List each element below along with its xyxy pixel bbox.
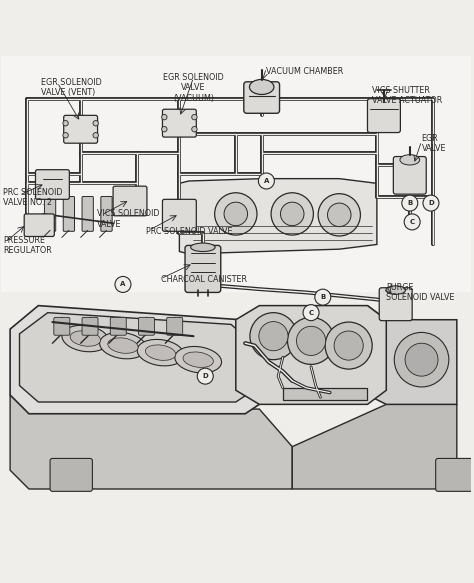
FancyBboxPatch shape bbox=[113, 186, 147, 216]
FancyBboxPatch shape bbox=[367, 99, 401, 132]
Circle shape bbox=[215, 193, 257, 235]
Ellipse shape bbox=[325, 322, 372, 369]
Ellipse shape bbox=[146, 345, 176, 360]
Text: PRESSURE
REGULATOR: PRESSURE REGULATOR bbox=[3, 236, 52, 255]
FancyBboxPatch shape bbox=[82, 196, 93, 231]
Circle shape bbox=[281, 202, 304, 226]
Circle shape bbox=[191, 127, 197, 132]
FancyBboxPatch shape bbox=[110, 317, 126, 335]
Ellipse shape bbox=[191, 243, 215, 251]
Text: EGR SOLENOID
VALVE (VENT): EGR SOLENOID VALVE (VENT) bbox=[41, 78, 101, 97]
Ellipse shape bbox=[288, 317, 335, 364]
Ellipse shape bbox=[334, 331, 363, 360]
Ellipse shape bbox=[183, 352, 213, 367]
Circle shape bbox=[197, 368, 213, 384]
Ellipse shape bbox=[137, 339, 184, 366]
FancyBboxPatch shape bbox=[64, 115, 98, 143]
FancyBboxPatch shape bbox=[244, 82, 280, 113]
Circle shape bbox=[394, 332, 449, 387]
Text: PRC SOLENOID VALVE: PRC SOLENOID VALVE bbox=[146, 227, 233, 236]
Ellipse shape bbox=[70, 331, 100, 346]
Polygon shape bbox=[236, 305, 386, 405]
Circle shape bbox=[404, 214, 420, 230]
Circle shape bbox=[405, 343, 438, 376]
Text: EGR SOLENOID
VALVE
(VACUUM): EGR SOLENOID VALVE (VACUUM) bbox=[163, 73, 224, 103]
Text: C: C bbox=[410, 219, 415, 225]
FancyBboxPatch shape bbox=[393, 157, 426, 194]
Circle shape bbox=[328, 203, 351, 227]
Text: PURGE
SOLENOID VALVE: PURGE SOLENOID VALVE bbox=[386, 283, 455, 303]
Ellipse shape bbox=[249, 79, 274, 94]
Ellipse shape bbox=[386, 286, 406, 294]
FancyBboxPatch shape bbox=[0, 57, 471, 292]
Text: VACUUM CHAMBER: VACUUM CHAMBER bbox=[266, 66, 344, 76]
FancyBboxPatch shape bbox=[50, 458, 92, 491]
Circle shape bbox=[258, 173, 274, 189]
FancyBboxPatch shape bbox=[185, 245, 221, 293]
Text: PRC SOLENOID
VALVE NO. 2: PRC SOLENOID VALVE NO. 2 bbox=[3, 188, 63, 208]
Ellipse shape bbox=[259, 322, 288, 351]
Circle shape bbox=[271, 193, 313, 235]
Circle shape bbox=[93, 132, 99, 138]
Text: VICS SOLENOID
VALVE: VICS SOLENOID VALVE bbox=[97, 209, 160, 229]
Text: EGR
VALVE: EGR VALVE bbox=[421, 134, 446, 153]
Ellipse shape bbox=[250, 312, 297, 360]
FancyBboxPatch shape bbox=[45, 196, 56, 231]
Circle shape bbox=[162, 114, 167, 120]
FancyBboxPatch shape bbox=[54, 317, 70, 335]
Polygon shape bbox=[283, 388, 367, 400]
FancyBboxPatch shape bbox=[163, 109, 196, 137]
FancyBboxPatch shape bbox=[24, 214, 55, 237]
Ellipse shape bbox=[296, 326, 326, 356]
FancyBboxPatch shape bbox=[36, 170, 69, 199]
FancyBboxPatch shape bbox=[436, 458, 474, 491]
Polygon shape bbox=[19, 312, 250, 402]
Text: B: B bbox=[320, 294, 326, 300]
Ellipse shape bbox=[62, 325, 109, 352]
Text: B: B bbox=[407, 200, 412, 206]
Ellipse shape bbox=[108, 338, 138, 353]
Text: D: D bbox=[428, 200, 434, 206]
Circle shape bbox=[224, 202, 247, 226]
FancyBboxPatch shape bbox=[63, 196, 74, 231]
FancyBboxPatch shape bbox=[167, 317, 182, 335]
Text: C: C bbox=[309, 310, 314, 315]
Polygon shape bbox=[292, 405, 457, 489]
Circle shape bbox=[423, 195, 439, 211]
Circle shape bbox=[315, 289, 331, 305]
Text: A: A bbox=[120, 282, 126, 287]
Ellipse shape bbox=[400, 154, 419, 165]
FancyBboxPatch shape bbox=[101, 196, 112, 231]
Text: A: A bbox=[264, 178, 269, 184]
Polygon shape bbox=[10, 395, 292, 489]
Circle shape bbox=[318, 194, 360, 236]
Polygon shape bbox=[367, 305, 457, 405]
Text: VICS SHUTTER
VALVE ACTUATOR: VICS SHUTTER VALVE ACTUATOR bbox=[372, 86, 442, 105]
Text: D: D bbox=[202, 373, 208, 379]
Circle shape bbox=[63, 121, 68, 126]
Circle shape bbox=[93, 121, 99, 126]
Circle shape bbox=[63, 132, 68, 138]
Ellipse shape bbox=[175, 346, 221, 373]
Polygon shape bbox=[179, 178, 377, 254]
Text: CHARCOAL CANISTER: CHARCOAL CANISTER bbox=[161, 275, 246, 284]
FancyBboxPatch shape bbox=[379, 288, 412, 321]
Circle shape bbox=[162, 127, 167, 132]
Ellipse shape bbox=[100, 332, 146, 359]
Polygon shape bbox=[10, 305, 259, 414]
FancyBboxPatch shape bbox=[163, 199, 196, 231]
Circle shape bbox=[115, 276, 131, 293]
FancyBboxPatch shape bbox=[82, 317, 98, 335]
Circle shape bbox=[402, 195, 418, 211]
FancyBboxPatch shape bbox=[138, 317, 155, 335]
Circle shape bbox=[191, 114, 197, 120]
Circle shape bbox=[303, 305, 319, 321]
